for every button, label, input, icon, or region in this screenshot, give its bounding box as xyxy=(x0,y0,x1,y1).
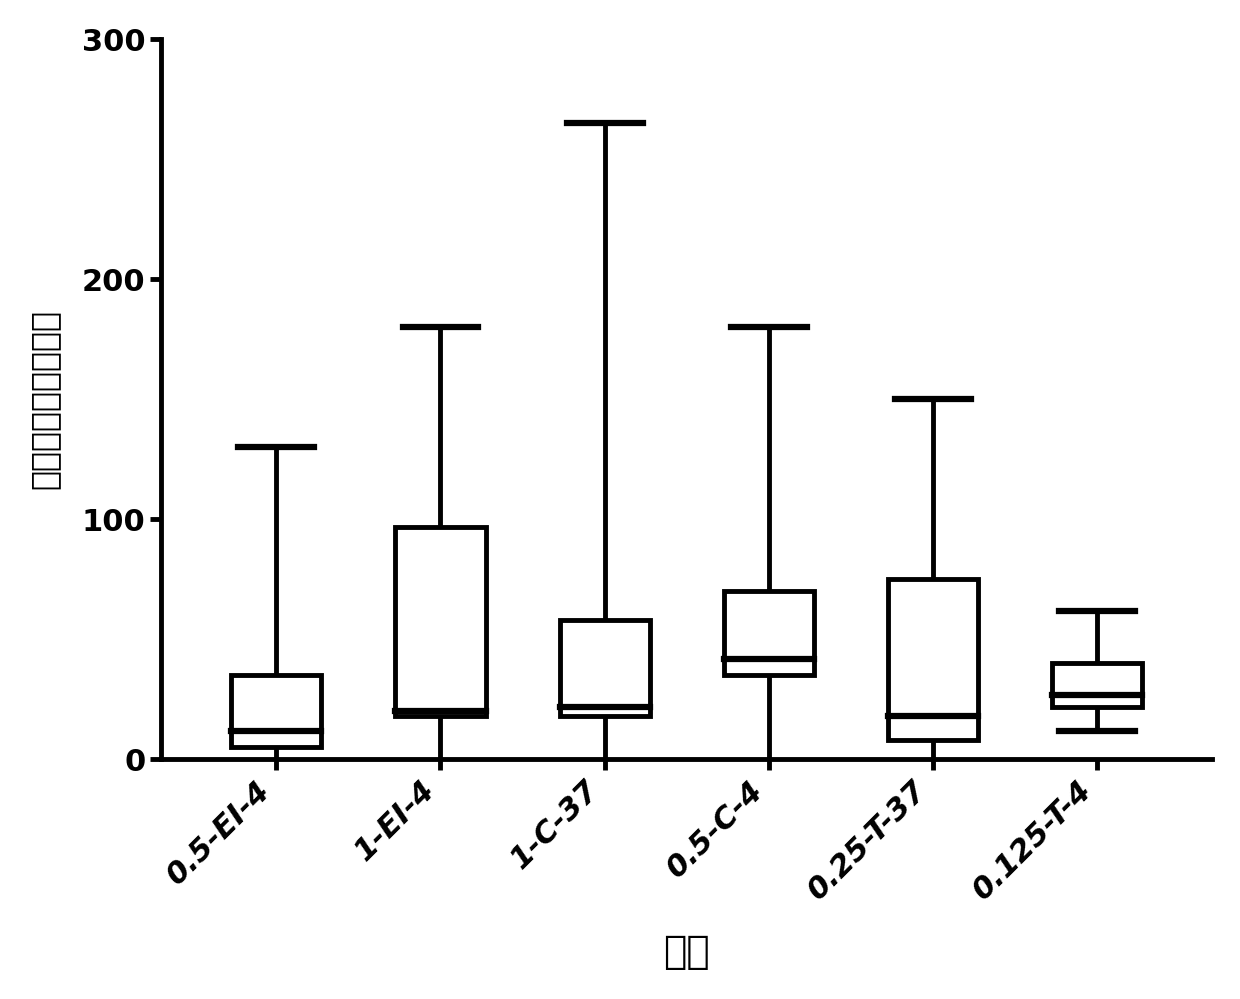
Bar xyxy=(231,675,321,747)
Y-axis label: 贴壁细胞个数（个）: 贴壁细胞个数（个） xyxy=(27,310,61,490)
Bar xyxy=(1052,663,1142,706)
X-axis label: 组别: 组别 xyxy=(663,933,711,971)
Bar xyxy=(559,620,650,716)
Bar xyxy=(396,526,486,716)
Bar xyxy=(724,591,813,675)
Bar xyxy=(888,579,978,740)
